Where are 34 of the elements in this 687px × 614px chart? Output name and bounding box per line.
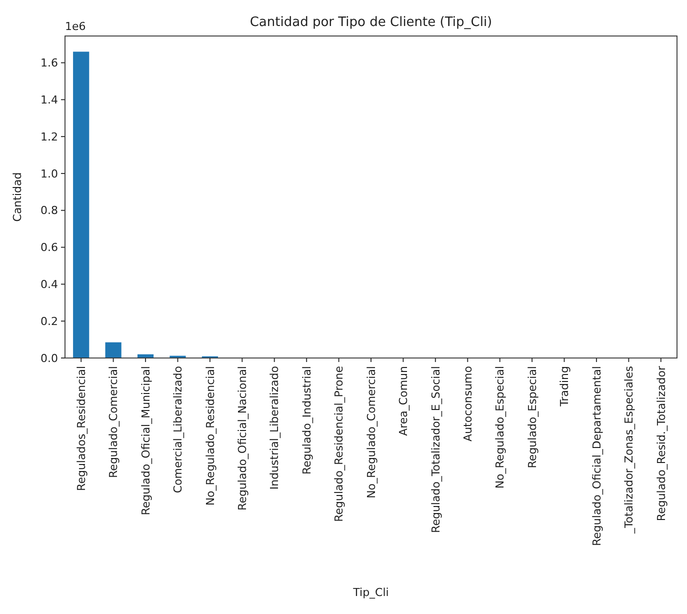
x-tick-label: Regulado_Oficial_Municipal bbox=[139, 366, 152, 516]
x-tick-label: _Totalizador_Zonas_Especiales bbox=[622, 366, 636, 535]
x-tick-label: Area_Comun bbox=[397, 366, 410, 436]
x-tick-label: No_Regulado_Residencial bbox=[204, 366, 217, 506]
y-tick-label: 1.2 bbox=[40, 130, 58, 144]
x-tick-label: Regulado_Oficial_Departamental bbox=[590, 366, 604, 546]
x-tick-label: Comercial_Liberalizado bbox=[172, 366, 185, 494]
y-tick-label: 0.4 bbox=[40, 278, 58, 292]
x-tick-label: Regulado_Oficial_Nacional bbox=[236, 366, 250, 510]
y-tick-label: 1.0 bbox=[40, 167, 58, 180]
x-tick-label: Regulado_Residencial_Prone bbox=[332, 366, 346, 522]
y-axis-title: Cantidad bbox=[11, 172, 24, 222]
y-tick-label: 0.2 bbox=[40, 314, 58, 328]
x-tick-label: Autoconsumo bbox=[461, 366, 474, 442]
text: 1e6 bbox=[65, 20, 86, 33]
x-tick-label: Regulados_Residencial bbox=[74, 366, 88, 491]
x-tick-label: Regulado_Comercial bbox=[107, 366, 120, 478]
x-tick-label: Regulado_Totalizador_E_Social bbox=[429, 366, 442, 533]
x-tick-label: Regulado_Especial bbox=[526, 366, 539, 468]
x-tick-label: Regulado_Resid._Totalizador bbox=[654, 366, 668, 522]
x-tick-label: Trading bbox=[558, 366, 572, 408]
y-tick-label: 0.8 bbox=[40, 204, 58, 218]
x-tick-label: Industrial_Liberalizado bbox=[268, 366, 282, 490]
y-tick-label: 1.4 bbox=[40, 94, 58, 107]
x-axis-title: Tip_Cli bbox=[352, 586, 389, 599]
x-tick-label: No_Regulado_Comercial bbox=[364, 366, 378, 498]
chart-title: Cantidad por Tipo de Cliente (Tip_Cli) bbox=[250, 15, 492, 30]
bar bbox=[73, 52, 90, 358]
y-tick-label: 0.0 bbox=[40, 352, 58, 365]
y-tick-label: 1.6 bbox=[40, 56, 58, 70]
x-tick-label: No_Regulado_Especial bbox=[494, 366, 507, 489]
bar bbox=[105, 342, 122, 358]
x-tick-label: Regulado_Industrial bbox=[300, 366, 314, 474]
y-tick-label: 0.6 bbox=[40, 241, 58, 254]
